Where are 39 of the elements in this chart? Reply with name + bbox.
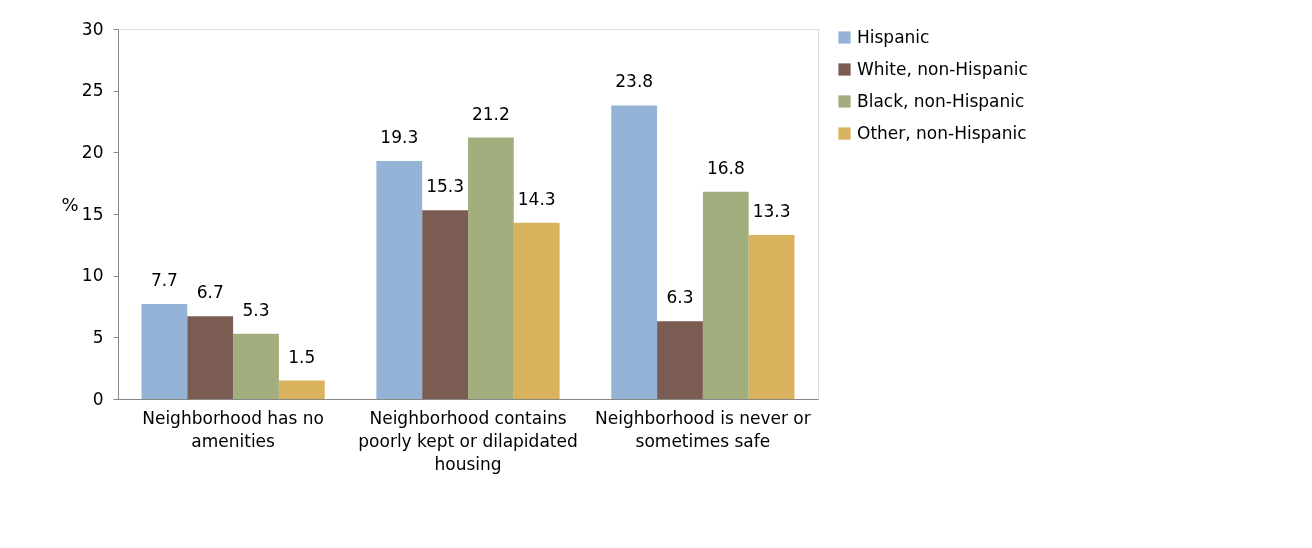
data-label: 7.7 — [150, 270, 178, 291]
bar — [748, 234, 795, 399]
y-tick-label: 25 — [81, 80, 104, 101]
data-label: 5.3 — [242, 299, 270, 320]
legend-label: Other, non-Hispanic — [857, 122, 1027, 143]
legend-label: Hispanic — [857, 26, 930, 47]
y-tick-label: 15 — [81, 203, 104, 224]
data-label: 15.3 — [426, 176, 465, 197]
y-tick-label: 10 — [81, 265, 104, 286]
data-label: 1.5 — [288, 346, 316, 367]
bar — [422, 210, 468, 399]
data-label: 19.3 — [380, 126, 419, 147]
y-tick-label: 20 — [81, 141, 104, 162]
bar — [278, 380, 325, 399]
y-tick-label: 0 — [92, 388, 104, 409]
y-tick-label: 30 — [81, 18, 104, 39]
bar — [141, 304, 188, 399]
legend-label: White, non-Hispanic — [857, 58, 1028, 79]
bar — [376, 160, 423, 399]
x-tick-label: Neighborhood contains poorly kept or dilapidated housing — [358, 408, 578, 474]
bar — [233, 333, 279, 399]
bar — [187, 316, 234, 399]
bar — [468, 137, 514, 399]
x-tick-label: Neighborhood has no amenities — [142, 408, 324, 451]
bar — [513, 222, 560, 399]
data-label: 21.2 — [471, 103, 510, 124]
y-axis-title: % — [61, 193, 79, 215]
data-label: 14.3 — [517, 188, 556, 209]
legend-label: Black, non-Hispanic — [857, 90, 1025, 111]
x-tick-label: Neighborhood is never or sometimes safe — [595, 408, 811, 451]
data-label: 6.7 — [196, 282, 224, 303]
bar — [657, 321, 703, 399]
y-tick-label: 5 — [92, 326, 104, 347]
data-label: 6.3 — [666, 287, 694, 308]
data-label: 16.8 — [706, 157, 745, 178]
bar — [611, 105, 658, 399]
data-label: 23.8 — [615, 71, 654, 92]
bar — [702, 191, 749, 399]
data-label: 13.3 — [752, 200, 791, 221]
